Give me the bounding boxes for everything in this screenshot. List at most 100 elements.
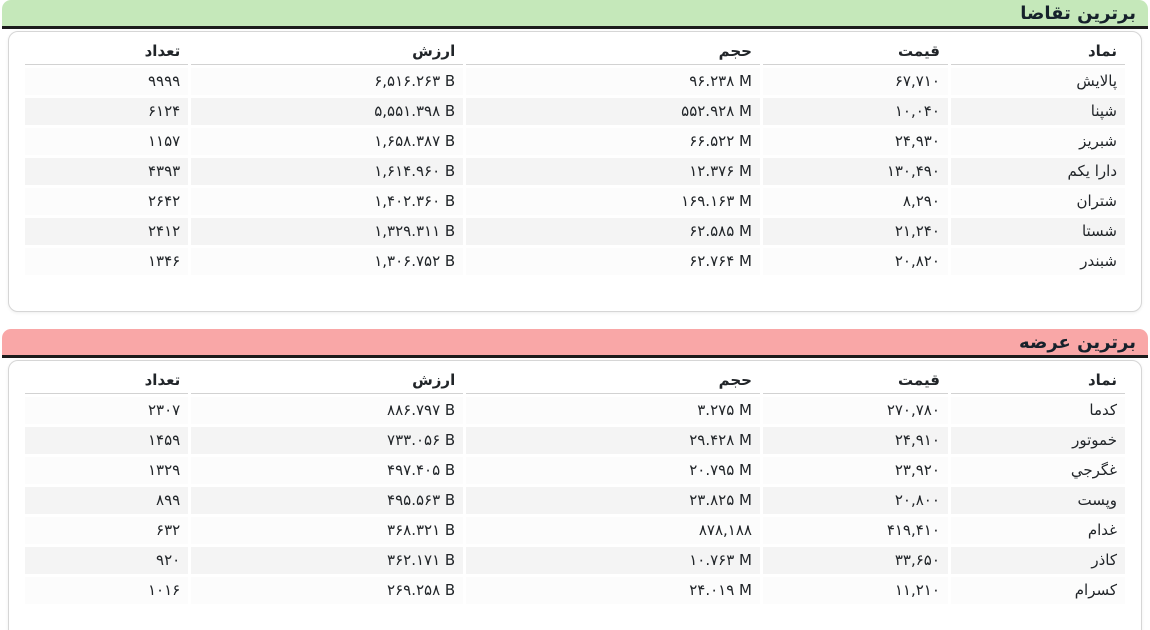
top-demand-title: برترین تقاضا (1020, 2, 1136, 24)
symbol-cell[interactable]: خموتور (950, 427, 1125, 454)
count-cell: ۱۳۲۹ (25, 457, 189, 484)
count-cell: ۱۱۵۷ (25, 128, 189, 155)
count-cell: ۶۱۲۴ (25, 98, 189, 125)
value-cell: ۷۳۳.۰۵۶ B (191, 427, 464, 454)
price-cell: ۲۷۰,۷۸۰ (762, 397, 948, 424)
value-cell: ۱,۶۵۸.۳۸۷ B (191, 128, 464, 155)
symbol-cell[interactable]: شبریز (950, 128, 1125, 155)
value-cell: ۶,۵۱۶.۲۶۳ B (191, 68, 464, 95)
symbol-cell[interactable]: شستا (950, 218, 1125, 245)
value-cell: ۱,۴۰۲.۳۶۰ B (191, 188, 464, 215)
table-header-row: نماد قیمت حجم ارزش تعداد (25, 366, 1125, 394)
price-cell: ۶۷,۷۱۰ (762, 68, 948, 95)
table-row: وپست ۲۰,۸۰۰ ۲۳.۸۲۵ M ۴۹۵.۵۶۳ B ۸۹۹ (25, 487, 1125, 514)
price-column-header: قیمت (762, 366, 948, 394)
value-cell: ۳۶۲.۱۷۱ B (191, 547, 464, 574)
table-row: شتران ۸,۲۹۰ ۱۶۹.۱۶۳ M ۱,۴۰۲.۳۶۰ B ۲۶۴۲ (25, 188, 1125, 215)
symbol-cell[interactable]: پالایش (950, 68, 1125, 95)
volume-cell: ۱۶۹.۱۶۳ M (466, 188, 760, 215)
count-cell: ۸۹۹ (25, 487, 189, 514)
volume-column-header: حجم (466, 37, 760, 65)
count-cell: ۹۲۰ (25, 547, 189, 574)
volume-cell: ۲۰.۷۹۵ M (466, 457, 760, 484)
value-cell: ۸۸۶.۷۹۷ B (191, 397, 464, 424)
count-column-header: تعداد (25, 37, 189, 65)
volume-cell: ۲۴.۰۱۹ M (466, 577, 760, 604)
price-cell: ۲۰,۸۲۰ (762, 248, 948, 275)
symbol-cell[interactable]: شپنا (950, 98, 1125, 125)
table-row: شبندر ۲۰,۸۲۰ ۶۲.۷۶۴ M ۱,۳۰۶.۷۵۲ B ۱۳۴۶ (25, 248, 1125, 275)
volume-cell: ۱۲.۳۷۶ M (466, 158, 760, 185)
price-cell: ۳۳,۶۵۰ (762, 547, 948, 574)
table-row: پالایش ۶۷,۷۱۰ ۹۶.۲۳۸ M ۶,۵۱۶.۲۶۳ B ۹۹۹۹ (25, 68, 1125, 95)
table-row: غدام ۴۱۹,۴۱۰ ۸۷۸,۱۸۸ ۳۶۸.۳۲۱ B ۶۳۲ (25, 517, 1125, 544)
table-row: کسرام ۱۱,۲۱۰ ۲۴.۰۱۹ M ۲۶۹.۲۵۸ B ۱۰۱۶ (25, 577, 1125, 604)
value-cell: ۱,۳۲۹.۳۱۱ B (191, 218, 464, 245)
symbol-cell[interactable]: شتران (950, 188, 1125, 215)
symbol-column-header: نماد (950, 366, 1125, 394)
count-cell: ۱۳۴۶ (25, 248, 189, 275)
value-cell: ۱,۳۰۶.۷۵۲ B (191, 248, 464, 275)
volume-column-header: حجم (466, 366, 760, 394)
symbol-cell[interactable]: کاذر (950, 547, 1125, 574)
table-header-row: نماد قیمت حجم ارزش تعداد (25, 37, 1125, 65)
volume-cell: ۶۲.۷۶۴ M (466, 248, 760, 275)
symbol-cell[interactable]: کدما (950, 397, 1125, 424)
price-cell: ۸,۲۹۰ (762, 188, 948, 215)
volume-cell: ۳.۲۷۵ M (466, 397, 760, 424)
value-cell: ۱,۶۱۴.۹۶۰ B (191, 158, 464, 185)
count-cell: ۲۴۱۲ (25, 218, 189, 245)
symbol-cell[interactable]: دارا یکم (950, 158, 1125, 185)
value-cell: ۳۶۸.۳۲۱ B (191, 517, 464, 544)
table-row: دارا یکم ۱۳۰,۴۹۰ ۱۲.۳۷۶ M ۱,۶۱۴.۹۶۰ B ۴۳… (25, 158, 1125, 185)
price-cell: ۱۱,۲۱۰ (762, 577, 948, 604)
table-row: شستا ۲۱,۲۴۰ ۶۲.۵۸۵ M ۱,۳۲۹.۳۱۱ B ۲۴۱۲ (25, 218, 1125, 245)
value-cell: ۵,۵۵۱.۳۹۸ B (191, 98, 464, 125)
price-cell: ۱۳۰,۴۹۰ (762, 158, 948, 185)
volume-cell: ۲۳.۸۲۵ M (466, 487, 760, 514)
top-supply-title: برترین عرضه (1019, 331, 1136, 353)
symbol-cell[interactable]: شبندر (950, 248, 1125, 275)
table-row: شبریز ۲۴,۹۳۰ ۶۶.۵۲۲ M ۱,۶۵۸.۳۸۷ B ۱۱۵۷ (25, 128, 1125, 155)
price-cell: ۱۰,۰۴۰ (762, 98, 948, 125)
table-row: کدما ۲۷۰,۷۸۰ ۳.۲۷۵ M ۸۸۶.۷۹۷ B ۲۳۰۷ (25, 397, 1125, 424)
count-cell: ۲۳۰۷ (25, 397, 189, 424)
count-cell: ۶۳۲ (25, 517, 189, 544)
top-supply-table: نماد قیمت حجم ارزش تعداد کدما ۲۷۰,۷۸۰ ۳.… (22, 363, 1128, 607)
symbol-cell[interactable]: کسرام (950, 577, 1125, 604)
value-cell: ۲۶۹.۲۵۸ B (191, 577, 464, 604)
volume-cell: ۹۶.۲۳۸ M (466, 68, 760, 95)
symbol-column-header: نماد (950, 37, 1125, 65)
symbol-cell[interactable]: غگرجي (950, 457, 1125, 484)
count-cell: ۹۹۹۹ (25, 68, 189, 95)
top-supply-section: برترین عرضه نماد قیمت حجم ارزش تعداد کدم… (0, 329, 1150, 630)
price-cell: ۲۰,۸۰۰ (762, 487, 948, 514)
table-row: غگرجي ۲۳,۹۲۰ ۲۰.۷۹۵ M ۴۹۷.۴۰۵ B ۱۳۲۹ (25, 457, 1125, 484)
symbol-cell[interactable]: غدام (950, 517, 1125, 544)
volume-cell: ۶۲.۵۸۵ M (466, 218, 760, 245)
value-cell: ۴۹۷.۴۰۵ B (191, 457, 464, 484)
volume-cell: ۵۵۲.۹۲۸ M (466, 98, 760, 125)
top-supply-header-bar: برترین عرضه (2, 329, 1148, 358)
table-row: شپنا ۱۰,۰۴۰ ۵۵۲.۹۲۸ M ۵,۵۵۱.۳۹۸ B ۶۱۲۴ (25, 98, 1125, 125)
price-cell: ۴۱۹,۴۱۰ (762, 517, 948, 544)
price-cell: ۲۴,۹۳۰ (762, 128, 948, 155)
price-column-header: قیمت (762, 37, 948, 65)
top-demand-section: برترین تقاضا نماد قیمت حجم ارزش تعداد پا… (0, 0, 1150, 312)
price-cell: ۲۳,۹۲۰ (762, 457, 948, 484)
price-cell: ۲۴,۹۱۰ (762, 427, 948, 454)
volume-cell: ۶۶.۵۲۲ M (466, 128, 760, 155)
table-row: خموتور ۲۴,۹۱۰ ۲۹.۴۲۸ M ۷۳۳.۰۵۶ B ۱۴۵۹ (25, 427, 1125, 454)
value-column-header: ارزش (191, 37, 464, 65)
price-cell: ۲۱,۲۴۰ (762, 218, 948, 245)
top-demand-table: نماد قیمت حجم ارزش تعداد پالایش ۶۷,۷۱۰ ۹… (22, 34, 1128, 278)
volume-cell: ۸۷۸,۱۸۸ (466, 517, 760, 544)
volume-cell: ۲۹.۴۲۸ M (466, 427, 760, 454)
top-demand-card: نماد قیمت حجم ارزش تعداد پالایش ۶۷,۷۱۰ ۹… (8, 31, 1142, 312)
top-supply-card: نماد قیمت حجم ارزش تعداد کدما ۲۷۰,۷۸۰ ۳.… (8, 360, 1142, 630)
table-row: کاذر ۳۳,۶۵۰ ۱۰.۷۶۳ M ۳۶۲.۱۷۱ B ۹۲۰ (25, 547, 1125, 574)
count-cell: ۴۳۹۳ (25, 158, 189, 185)
count-cell: ۲۶۴۲ (25, 188, 189, 215)
value-cell: ۴۹۵.۵۶۳ B (191, 487, 464, 514)
symbol-cell[interactable]: وپست (950, 487, 1125, 514)
